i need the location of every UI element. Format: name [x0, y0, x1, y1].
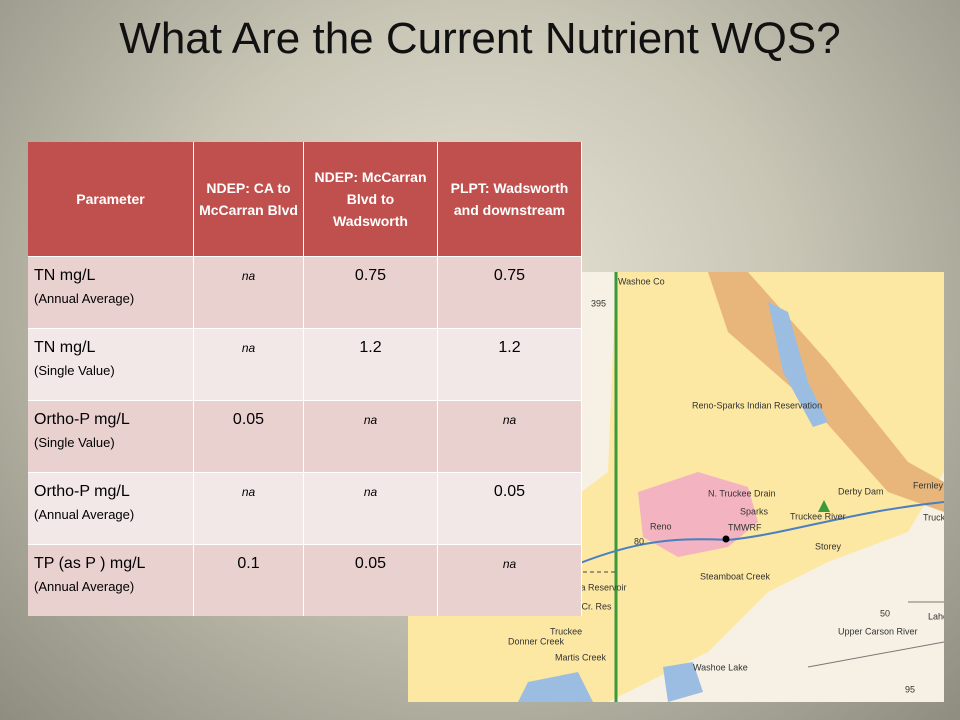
value-cell: na — [437, 400, 582, 473]
parameter-note: (Annual Average) — [34, 579, 135, 594]
map-label: Fernley — [913, 480, 944, 490]
value-text: 0.75 — [493, 267, 526, 284]
parameter-name: Ortho-P mg/L — [34, 411, 130, 428]
map-label: N. Truckee Drain — [708, 488, 776, 498]
value-text: na — [363, 413, 378, 427]
value-text: 1.2 — [359, 339, 382, 356]
map-label: 395 — [591, 298, 606, 308]
map-label: Lahon Reser — [928, 611, 944, 621]
parameter-cell: Ortho-P mg/L (Annual Average) — [28, 472, 194, 545]
parameter-name: TN mg/L — [34, 339, 96, 356]
value-text: 0.05 — [232, 411, 265, 428]
parameter-cell: TP (as P ) mg/L (Annual Average) — [28, 544, 194, 616]
map-label: Upper Carson River — [838, 626, 918, 636]
value-cell: 0.05 — [437, 472, 582, 545]
value-text: na — [502, 557, 517, 571]
parameter-note: (Single Value) — [34, 435, 115, 450]
reservation-band — [708, 272, 944, 512]
parameter-cell: TN mg/L (Single Value) — [28, 328, 194, 401]
parameter-cell: Ortho-P mg/L (Single Value) — [28, 400, 194, 473]
map-label: Truckee — [550, 626, 582, 636]
map-label: Reno — [650, 521, 672, 531]
map-label: Truckee River — [790, 511, 846, 521]
value-cell: 0.1 — [193, 544, 304, 616]
table-row: TP (as P ) mg/L (Annual Average) 0.1 0.05 na — [28, 544, 582, 616]
map-label: Steamboat Creek — [700, 571, 771, 581]
column-header: NDEP: McCarran Blvd to Wadsworth — [303, 142, 438, 257]
value-text: na — [241, 269, 256, 283]
map-label: Reno-Sparks Indian Reservation — [692, 400, 822, 410]
value-text: na — [502, 413, 517, 427]
parameter-note: (Single Value) — [34, 363, 115, 378]
map-label: Derby Dam — [838, 486, 884, 496]
tmwrf-point — [722, 535, 730, 543]
column-header: PLPT: Wadsworth and downstream — [437, 142, 582, 257]
derby-dam-marker — [818, 500, 830, 512]
road — [807, 601, 944, 668]
map-label: 80 — [634, 536, 644, 546]
value-cell: 0.05 — [303, 544, 438, 616]
parameter-name: Ortho-P mg/L — [34, 483, 130, 500]
map-label: Washoe Co — [618, 276, 665, 286]
value-text: 0.05 — [354, 555, 387, 572]
lake — [663, 662, 703, 702]
value-text: 0.05 — [493, 483, 526, 500]
map-label: Washoe Lake — [693, 662, 748, 672]
value-cell: na — [193, 256, 304, 329]
value-text: na — [241, 485, 256, 499]
map-label: Boca Reservoir — [565, 582, 627, 592]
parameter-name: TN mg/L — [34, 267, 96, 284]
column-header: Parameter — [28, 142, 194, 257]
value-cell: 0.75 — [437, 256, 582, 329]
map-label: 50 — [880, 608, 890, 618]
value-text: 1.2 — [498, 339, 521, 356]
value-text: 0.1 — [237, 555, 260, 572]
value-cell: 1.2 — [437, 328, 582, 401]
value-cell: 0.75 — [303, 256, 438, 329]
lake — [518, 672, 593, 702]
lake — [768, 302, 828, 427]
map-label: Truckee C — [923, 512, 944, 522]
map-label: Martis Creek — [555, 652, 607, 662]
table-row: Ortho-P mg/L (Single Value) 0.05 na na — [28, 400, 582, 473]
table-row: Ortho-P mg/L (Annual Average) na na 0.05 — [28, 472, 582, 545]
parameter-cell: TN mg/L (Annual Average) — [28, 256, 194, 329]
map-label: Storey — [815, 541, 842, 551]
slide-title: What Are the Current Nutrient WQS? — [119, 14, 841, 63]
map-label: Sparks — [740, 506, 769, 516]
value-cell: na — [193, 472, 304, 545]
parameter-name: TP (as P ) mg/L — [34, 555, 146, 572]
column-header: NDEP: CA to McCarran Blvd — [193, 142, 304, 257]
table-row: TN mg/L (Single Value) na 1.2 1.2 — [28, 328, 582, 401]
value-text: 0.75 — [354, 267, 387, 284]
value-text: na — [363, 485, 378, 499]
parameter-note: (Annual Average) — [34, 291, 135, 306]
value-cell: 1.2 — [303, 328, 438, 401]
value-text: na — [241, 341, 256, 355]
map-label: 95 — [905, 684, 915, 694]
value-cell: na — [303, 472, 438, 545]
value-cell: na — [193, 328, 304, 401]
urban-area — [638, 472, 758, 557]
standards-table: Parameter NDEP: CA to McCarran Blvd NDEP: … — [28, 142, 582, 616]
parameter-note: (Annual Average) — [34, 507, 135, 522]
value-cell: na — [437, 544, 582, 616]
map-label: Donner Creek — [508, 636, 565, 646]
table-row: TN mg/L (Annual Average) na 0.75 0.75 — [28, 256, 582, 329]
value-cell: na — [303, 400, 438, 473]
map-label: TMWRF — [728, 522, 762, 532]
value-cell: 0.05 — [193, 400, 304, 473]
